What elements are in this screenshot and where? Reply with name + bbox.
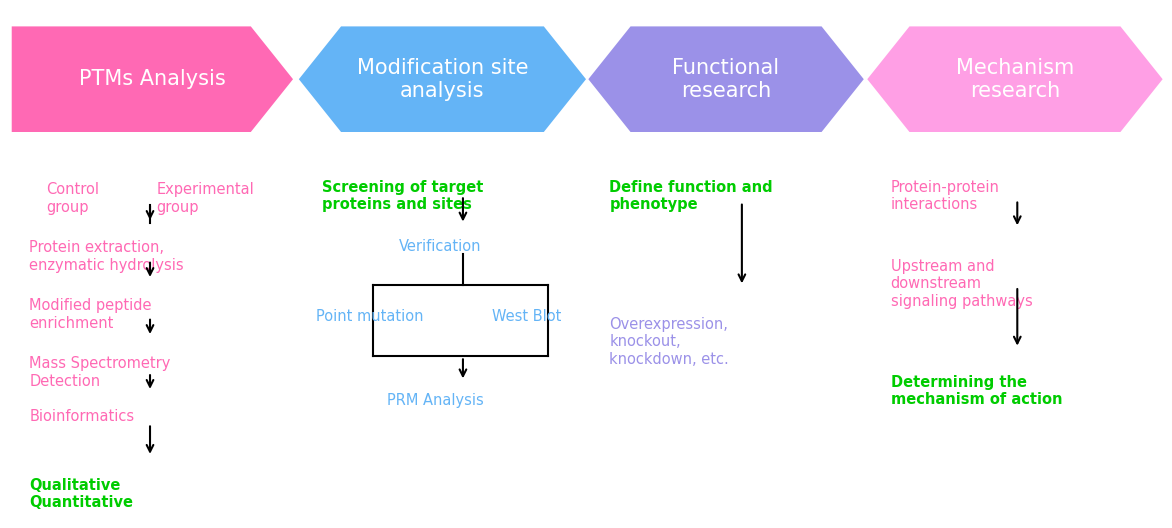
Polygon shape bbox=[867, 26, 1163, 132]
Polygon shape bbox=[12, 26, 293, 132]
Text: Protein-protein
interactions: Protein-protein interactions bbox=[891, 180, 1000, 212]
Text: Protein extraction,
enzymatic hydrolysis: Protein extraction, enzymatic hydrolysis bbox=[29, 240, 184, 272]
Text: Define function and
phenotype: Define function and phenotype bbox=[609, 180, 774, 212]
Text: Control
group: Control group bbox=[46, 182, 100, 214]
Polygon shape bbox=[299, 26, 586, 132]
Text: Modified peptide
enrichment: Modified peptide enrichment bbox=[29, 298, 152, 331]
Text: Mechanism
research: Mechanism research bbox=[956, 58, 1074, 101]
Text: Modification site
analysis: Modification site analysis bbox=[356, 58, 529, 101]
Text: Experimental
group: Experimental group bbox=[156, 182, 254, 214]
Text: Bioinformatics: Bioinformatics bbox=[29, 409, 135, 424]
Text: PTMs Analysis: PTMs Analysis bbox=[79, 69, 226, 89]
Text: Functional
research: Functional research bbox=[673, 58, 779, 101]
Text: Mass Spectrometry
Detection: Mass Spectrometry Detection bbox=[29, 356, 171, 389]
Text: Qualitative
Quantitative: Qualitative Quantitative bbox=[29, 478, 134, 510]
Text: West Blot: West Blot bbox=[492, 309, 561, 324]
Text: Overexpression,
knockout,
knockdown, etc.: Overexpression, knockout, knockdown, etc… bbox=[609, 317, 729, 366]
Text: Screening of target
proteins and sites: Screening of target proteins and sites bbox=[322, 180, 484, 212]
Text: Verification: Verification bbox=[398, 239, 481, 253]
Text: Point mutation: Point mutation bbox=[316, 309, 424, 324]
Text: Determining the
mechanism of action: Determining the mechanism of action bbox=[891, 375, 1062, 407]
Text: PRM Analysis: PRM Analysis bbox=[387, 393, 484, 408]
Text: Upstream and
downstream
signaling pathways: Upstream and downstream signaling pathwa… bbox=[891, 259, 1033, 308]
Polygon shape bbox=[588, 26, 864, 132]
